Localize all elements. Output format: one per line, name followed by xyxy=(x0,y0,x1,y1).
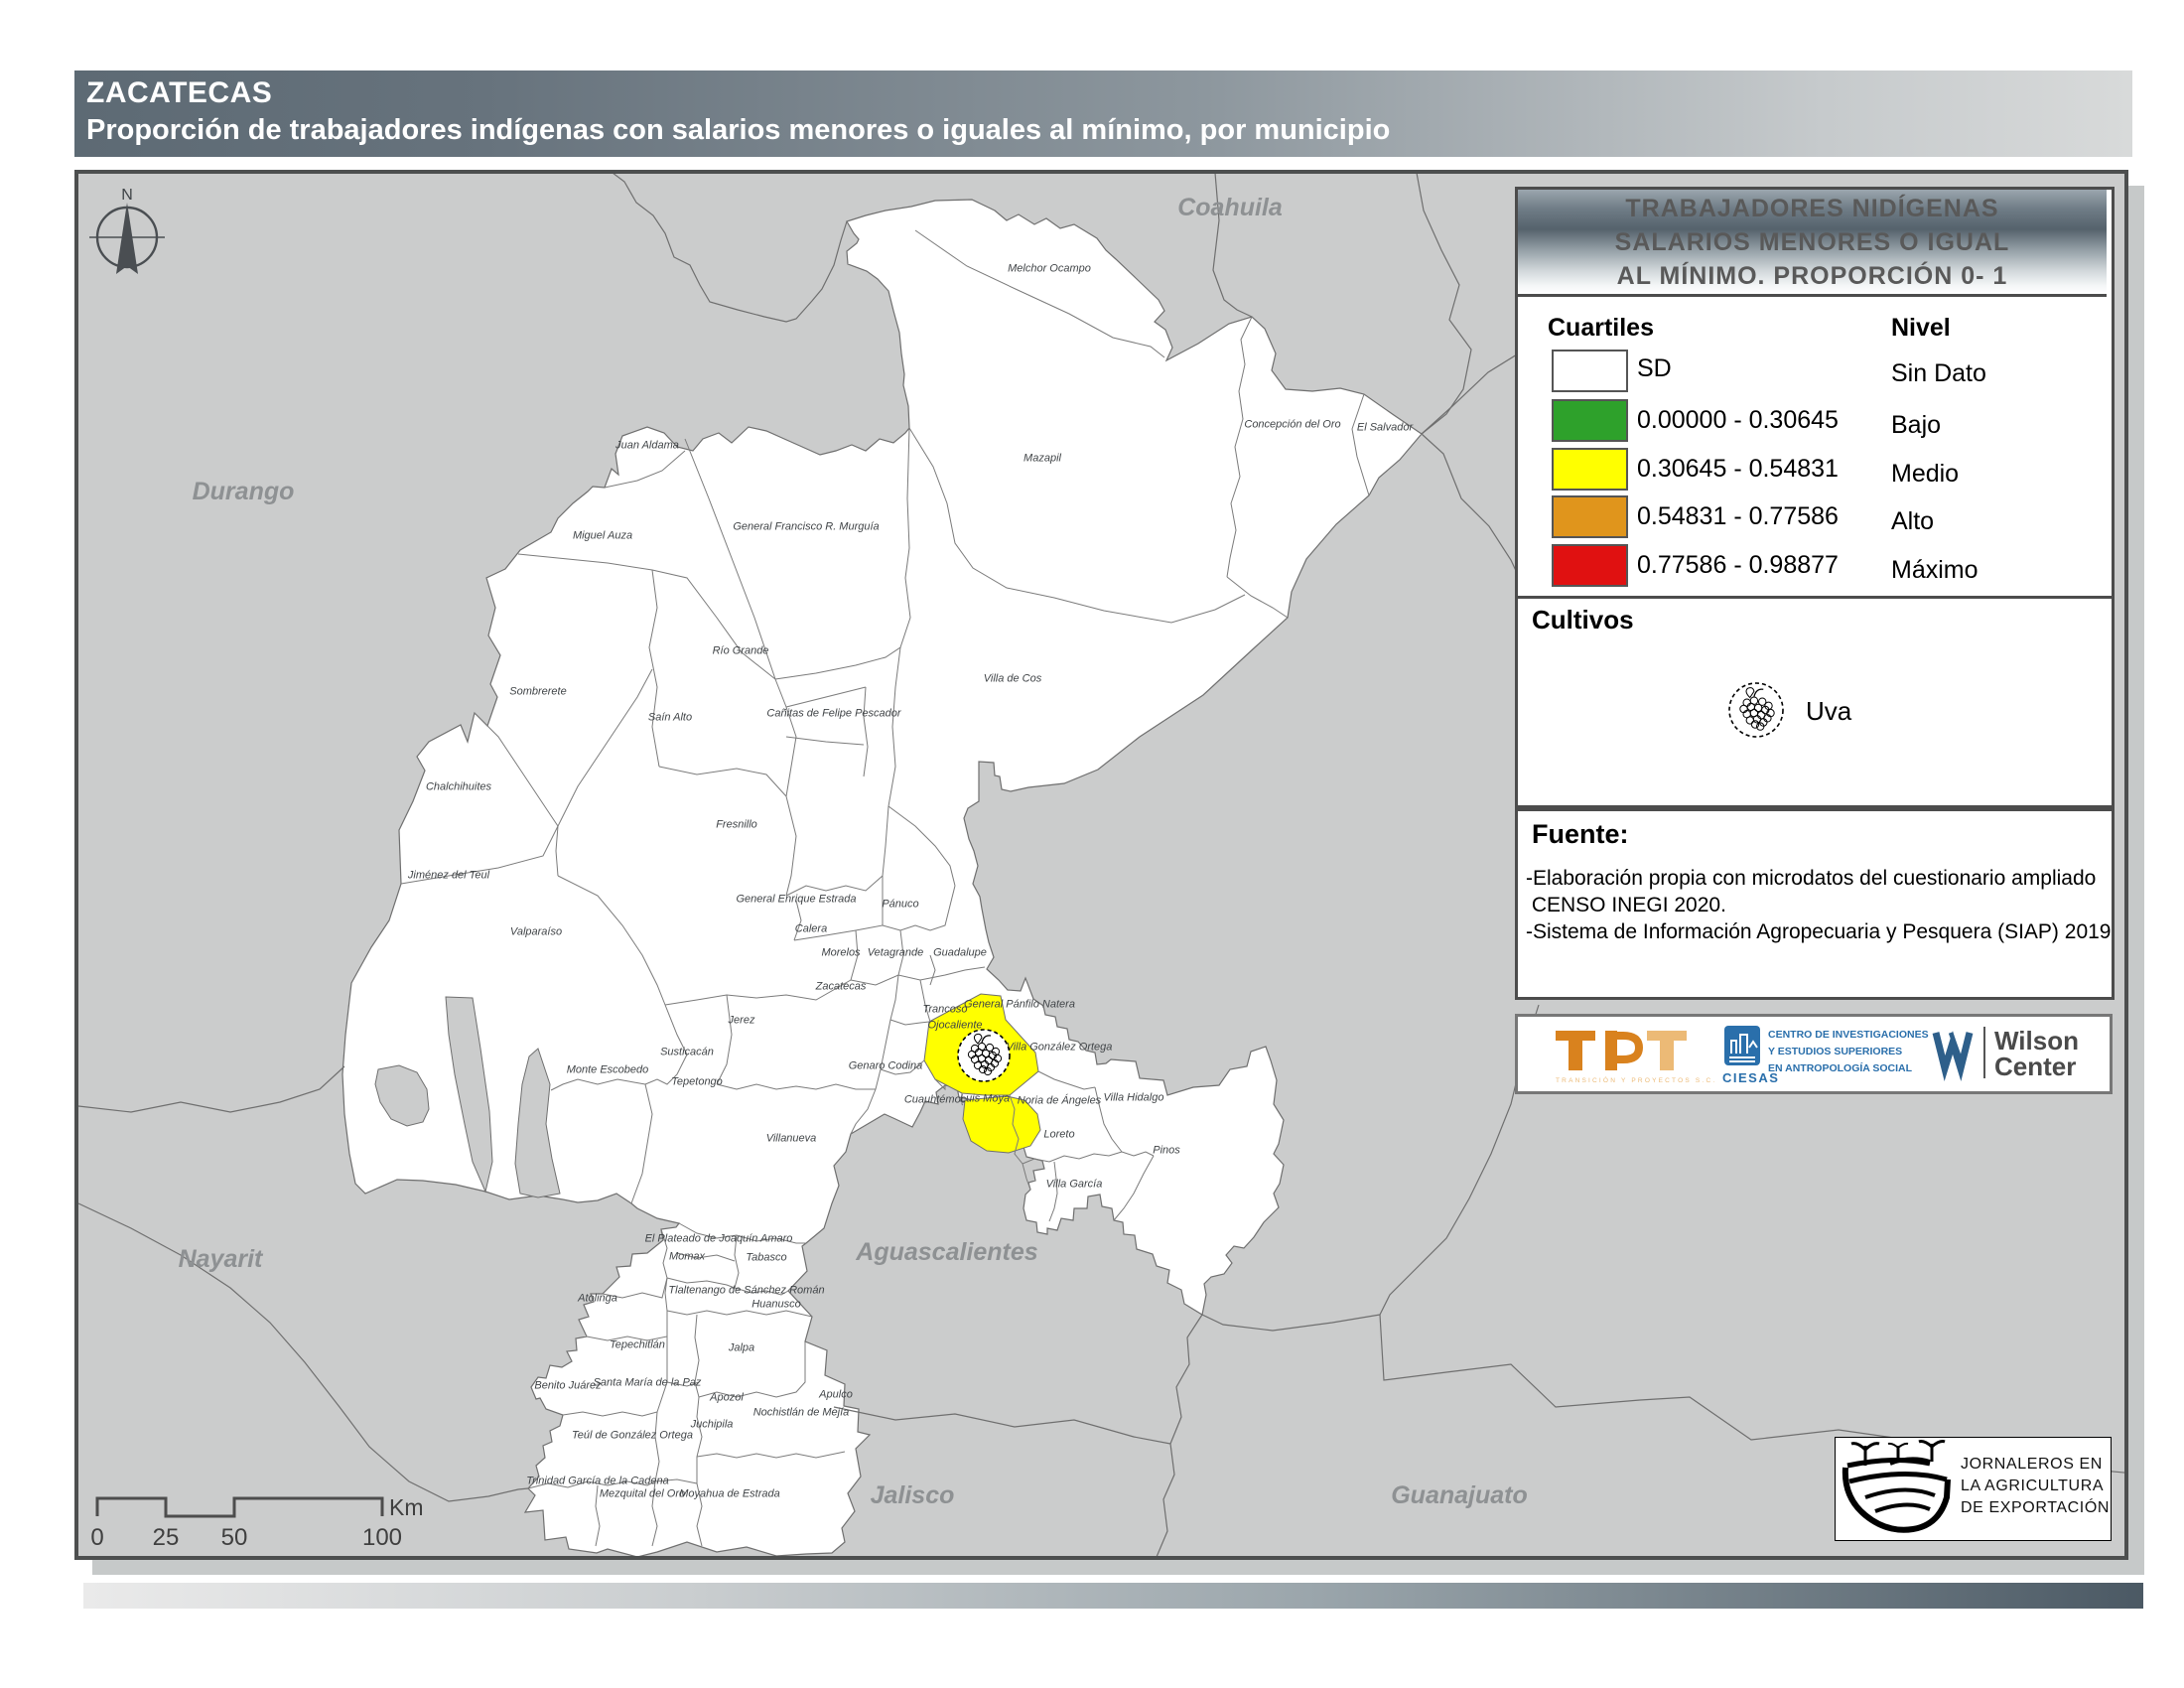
svg-text:Loreto: Loreto xyxy=(1043,1129,1074,1141)
svg-text:Apozol: Apozol xyxy=(709,1392,744,1404)
svg-text:LA AGRICULTURA: LA AGRICULTURA xyxy=(1961,1477,2104,1494)
svg-text:Jalpa: Jalpa xyxy=(728,1342,754,1354)
svg-text:JORNALEROS EN: JORNALEROS EN xyxy=(1961,1456,2103,1473)
svg-text:Momax: Momax xyxy=(669,1251,706,1263)
svg-text:Villa Hidalgo: Villa Hidalgo xyxy=(1104,1092,1164,1104)
svg-text:DE EXPORTACIÓN: DE EXPORTACIÓN xyxy=(1961,1497,2109,1516)
svg-text:Aguascalientes: Aguascalientes xyxy=(855,1238,1038,1266)
svg-text:0: 0 xyxy=(90,1524,103,1551)
svg-text:Susticacán: Susticacán xyxy=(660,1047,714,1058)
svg-text:Valparaíso: Valparaíso xyxy=(510,926,562,938)
svg-text:Villa de Cos: Villa de Cos xyxy=(984,673,1042,685)
svg-text:Jerez: Jerez xyxy=(728,1015,755,1027)
svg-text:Tlaltenango de Sánchez Román: Tlaltenango de Sánchez Román xyxy=(668,1285,824,1297)
svg-text:Ojocaliente: Ojocaliente xyxy=(927,1020,982,1032)
svg-text:Moyahua de Estrada: Moyahua de Estrada xyxy=(679,1488,780,1500)
svg-text:Benito Juárez: Benito Juárez xyxy=(534,1380,602,1392)
svg-text:Pánuco: Pánuco xyxy=(882,899,918,911)
svg-text:Nayarit: Nayarit xyxy=(179,1245,264,1273)
svg-text:Noria de Ángeles: Noria de Ángeles xyxy=(1018,1094,1102,1107)
svg-text:Uva: Uva xyxy=(1806,696,1852,726)
svg-text:El Plateado de Joaquín Amaro: El Plateado de Joaquín Amaro xyxy=(645,1233,793,1245)
svg-text:Luis Moya: Luis Moya xyxy=(960,1093,1010,1105)
svg-text:Tepetongo: Tepetongo xyxy=(671,1076,723,1088)
svg-text:50: 50 xyxy=(221,1524,248,1551)
svg-text:Teúl de González Ortega: Teúl de González Ortega xyxy=(572,1430,693,1442)
svg-text:Villa González Ortega: Villa González Ortega xyxy=(1007,1042,1113,1054)
svg-text:Huanusco: Huanusco xyxy=(751,1299,801,1311)
svg-text:Villa García: Villa García xyxy=(1046,1179,1103,1191)
svg-text:Jalisco: Jalisco xyxy=(871,1481,955,1509)
svg-text:Cañitas de Felipe Pescador: Cañitas de Felipe Pescador xyxy=(766,708,901,720)
svg-text:General Enrique Estrada: General Enrique Estrada xyxy=(736,894,856,906)
svg-text:Río Grande: Río Grande xyxy=(713,645,769,657)
svg-text:Trancoso: Trancoso xyxy=(922,1004,967,1016)
svg-text:Apulco: Apulco xyxy=(818,1389,853,1401)
svg-text:Nochistlán de Mejía: Nochistlán de Mejía xyxy=(753,1407,850,1419)
svg-text:CENTRO DE INVESTIGACIONES: CENTRO DE INVESTIGACIONES xyxy=(1768,1029,1929,1041)
svg-text:Coahuila: Coahuila xyxy=(1177,194,1283,221)
svg-text:Melchor Ocampo: Melchor Ocampo xyxy=(1008,263,1091,275)
svg-text:Juan Aldama: Juan Aldama xyxy=(614,440,679,452)
svg-text:General Francisco R. Murguía: General Francisco R. Murguía xyxy=(733,521,879,533)
svg-text:Durango: Durango xyxy=(193,478,295,505)
svg-text:Mazapil: Mazapil xyxy=(1024,453,1061,465)
svg-text:Concepción del Oro: Concepción del Oro xyxy=(1244,419,1340,431)
svg-text:Pinos: Pinos xyxy=(1153,1145,1180,1157)
svg-text:Trinidad García de la Cadena: Trinidad García de la Cadena xyxy=(526,1476,669,1487)
svg-text:Jiménez del Teul: Jiménez del Teul xyxy=(407,870,490,882)
svg-text:Juchipila: Juchipila xyxy=(690,1419,734,1431)
svg-text:Miguel Auza: Miguel Auza xyxy=(573,530,632,542)
svg-text:EN ANTROPOLOGÍA SOCIAL: EN ANTROPOLOGÍA SOCIAL xyxy=(1768,1061,1913,1074)
svg-text:Zacatecas: Zacatecas xyxy=(815,981,867,993)
svg-text:Monte Escobedo: Monte Escobedo xyxy=(567,1064,649,1076)
svg-text:Vetagrande: Vetagrande xyxy=(868,947,923,959)
svg-text:Genaro Codina: Genaro Codina xyxy=(849,1060,923,1072)
svg-text:Guadalupe: Guadalupe xyxy=(933,947,987,959)
svg-text:25: 25 xyxy=(153,1524,180,1551)
svg-text:General Pánfilo Natera: General Pánfilo Natera xyxy=(964,999,1075,1011)
svg-text:TRANSICIÓN Y PROYECTOS S.C.: TRANSICIÓN Y PROYECTOS S.C. xyxy=(1556,1075,1716,1084)
svg-text:Saín Alto: Saín Alto xyxy=(648,712,692,724)
svg-text:CIESAS: CIESAS xyxy=(1722,1070,1779,1085)
svg-text:El Salvador: El Salvador xyxy=(1357,422,1415,434)
svg-text:Y ESTUDIOS SUPERIORES: Y ESTUDIOS SUPERIORES xyxy=(1768,1046,1902,1057)
svg-text:Wilson: Wilson xyxy=(1994,1026,2079,1055)
svg-text:Fresnillo: Fresnillo xyxy=(716,819,757,831)
svg-text:N: N xyxy=(121,187,133,204)
svg-text:Atolinga: Atolinga xyxy=(577,1293,617,1305)
svg-text:Morelos: Morelos xyxy=(821,947,861,959)
svg-text:Villanueva: Villanueva xyxy=(766,1133,817,1145)
svg-text:Chalchihuites: Chalchihuites xyxy=(426,781,492,793)
svg-text:Km: Km xyxy=(389,1494,424,1520)
svg-text:Tabasco: Tabasco xyxy=(746,1252,786,1264)
svg-text:Santa María de la Paz: Santa María de la Paz xyxy=(594,1377,702,1389)
svg-text:Sombrerete: Sombrerete xyxy=(509,686,566,698)
svg-text:Guanajuato: Guanajuato xyxy=(1391,1481,1528,1509)
svg-text:Center: Center xyxy=(1994,1052,2076,1081)
svg-text:Mezquital del Oro: Mezquital del Oro xyxy=(600,1488,685,1500)
svg-text:Cuauhtémoc: Cuauhtémoc xyxy=(904,1094,967,1106)
svg-text:100: 100 xyxy=(362,1524,402,1551)
svg-text:Tepechitlán: Tepechitlán xyxy=(610,1339,665,1351)
svg-text:Calera: Calera xyxy=(795,923,827,935)
